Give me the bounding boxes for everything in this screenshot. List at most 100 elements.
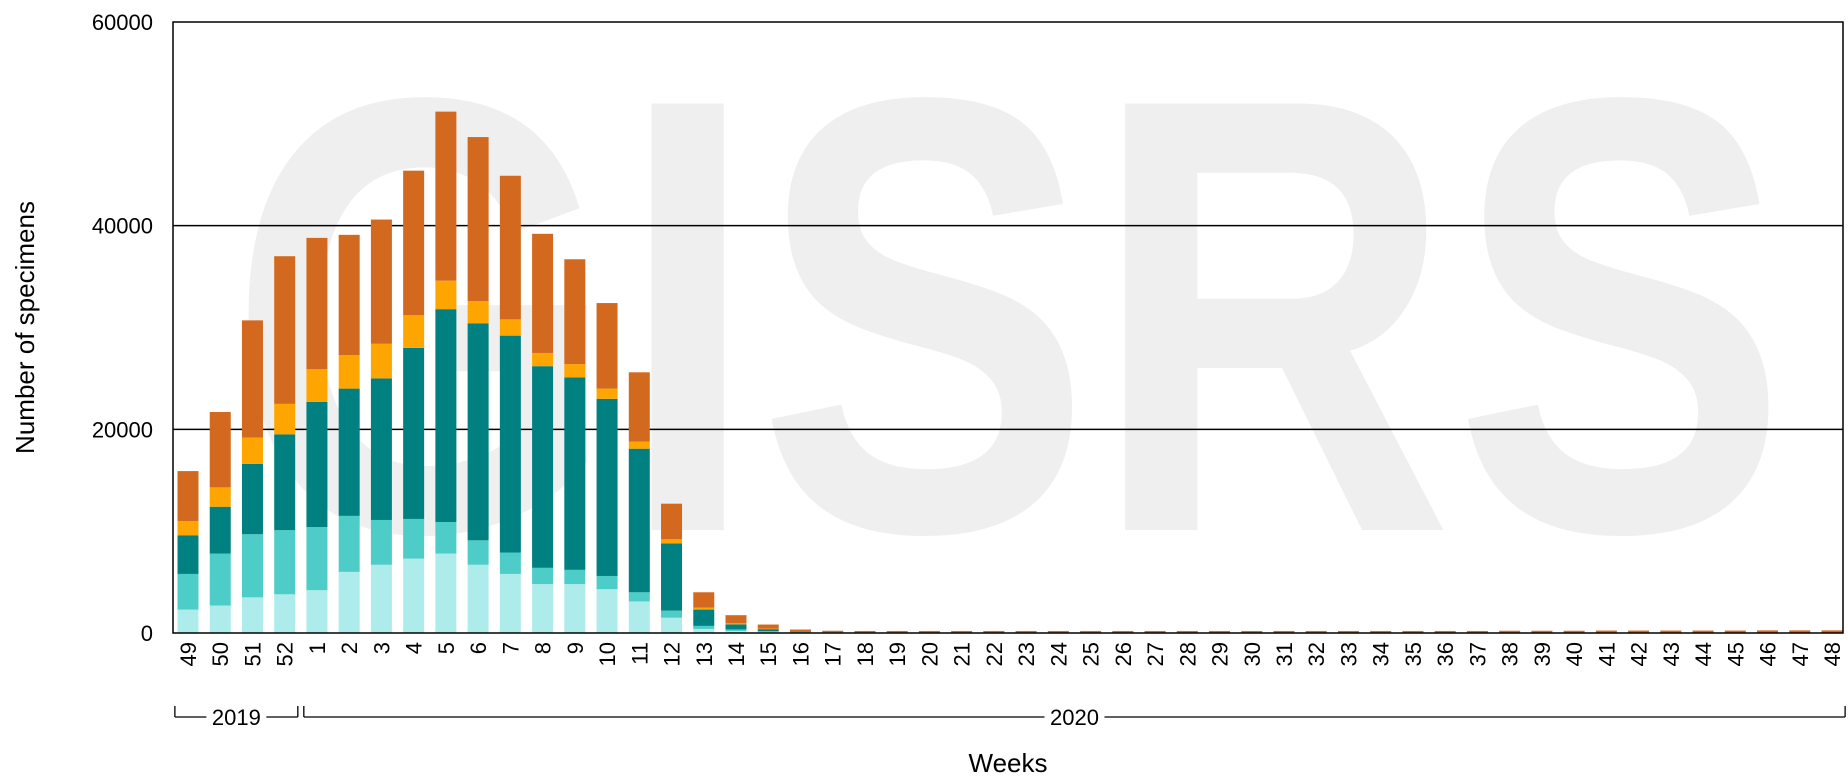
bar-segment [564,377,586,570]
bar-segment [467,564,489,633]
year-group-label: 2020 [1050,705,1099,730]
x-tick-label: 42 [1627,642,1652,666]
x-tick-label: 34 [1369,642,1394,666]
bar-segment [209,506,231,554]
bar-segment [789,631,811,633]
bar-segment [209,412,231,488]
bars-layer [177,111,1843,633]
bar-segment [661,610,683,618]
bar-segment [1466,630,1488,633]
x-tick-label: 25 [1079,642,1104,666]
bar-segment [1821,630,1843,633]
bar-segment [564,364,586,378]
x-tick-label: 50 [208,642,233,666]
x-tick-label: 11 [627,642,652,665]
bar-segment [177,573,199,610]
x-tick-label: 35 [1401,642,1426,666]
bar-segment [1209,630,1231,633]
bar-segment [435,280,457,310]
bar-segment [177,535,199,574]
bar-segment [1337,630,1359,633]
bar-segment [1789,630,1811,633]
watermark-text: GISRS [228,0,1788,662]
bar-segment [725,615,747,624]
bar-segment [596,589,618,633]
year-group-label: 2019 [212,705,261,730]
bar-segment [370,343,392,379]
x-tick-label: 51 [240,642,265,666]
x-tick-label: 49 [176,642,201,666]
bar-segment [435,553,457,633]
x-tick-label: 17 [821,642,846,666]
x-tick-label: 8 [531,642,556,654]
bar-segment [693,628,715,633]
x-axis-title: Weeks [969,748,1048,778]
bar-segment [918,630,940,633]
bar-segment [661,543,683,611]
bar-segment [403,170,425,316]
bar-segment [209,553,231,606]
bar-segment [1402,630,1424,633]
x-tick-label: 18 [853,642,878,666]
bar-segment [274,434,296,531]
bar-segment [564,584,586,633]
bar-segment [1563,630,1585,633]
bar-segment [306,237,328,370]
bar-segment [951,630,973,633]
bar-segment [338,388,360,516]
bar-segment [757,624,779,629]
bar-segment [1015,630,1037,633]
bar-segment [370,564,392,633]
bar-segment [628,372,650,442]
x-tick-label: 40 [1562,642,1587,666]
bar-segment [241,463,263,535]
bar-segment [499,319,521,336]
x-tick-label: 9 [563,642,588,654]
watermark-layer: GISRS [228,0,1788,662]
bar-segment [596,303,618,389]
bar-segment [1305,630,1327,633]
bar-segment [789,629,811,632]
year-group-brackets: 2019 2020 [174,705,1846,730]
bar-segment [1112,630,1134,633]
bar-segment [338,515,360,572]
bar-segment [628,441,650,449]
bar-segment [1595,630,1617,633]
x-tick-label: 2 [337,642,362,654]
y-tick-label: 20000 [92,417,153,442]
bar-segment [338,234,360,355]
x-tick-label: 36 [1433,642,1458,666]
bar-segment [403,347,425,519]
bar-segment [274,594,296,633]
bar-segment [241,437,263,464]
bar-segment [1499,630,1521,633]
bar-segment [1080,630,1102,633]
bar-segment [1273,630,1295,633]
x-tick-label: 33 [1336,642,1361,666]
x-tick-label: 13 [692,642,717,666]
bar-segment [693,609,715,626]
x-tick-label: 30 [1240,642,1265,666]
bar-segment [854,630,876,633]
bar-segment [241,320,263,438]
bar-segment [209,487,231,507]
bar-segment [1757,630,1779,633]
bar-segment [467,137,489,302]
bar-segment [1531,630,1553,633]
x-tick-label: 46 [1756,642,1781,666]
x-tick-label: 45 [1723,642,1748,666]
x-tick-label: 52 [273,642,298,666]
bar-segment [435,111,457,281]
bar-segment [661,539,683,544]
bar-segment [822,630,844,633]
x-tick-label: 24 [1046,642,1071,666]
x-tick-label: 29 [1208,642,1233,666]
bar-segment [403,558,425,633]
x-tick-label: 48 [1820,642,1845,666]
x-tick-label: 28 [1175,642,1200,666]
bar-segment [403,315,425,348]
bar-segment [370,219,392,344]
x-tick-label: 31 [1272,642,1297,666]
bar-segment [306,401,328,528]
